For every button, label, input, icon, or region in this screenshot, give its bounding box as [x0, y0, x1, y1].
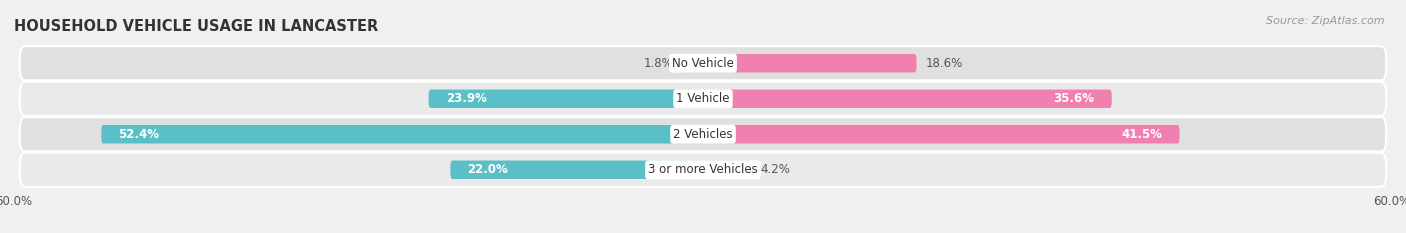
- FancyBboxPatch shape: [450, 161, 703, 179]
- FancyBboxPatch shape: [101, 125, 703, 144]
- FancyBboxPatch shape: [703, 89, 1112, 108]
- Text: 52.4%: 52.4%: [118, 128, 159, 141]
- Text: Source: ZipAtlas.com: Source: ZipAtlas.com: [1267, 16, 1385, 26]
- Text: 2 Vehicles: 2 Vehicles: [673, 128, 733, 141]
- FancyBboxPatch shape: [429, 89, 703, 108]
- FancyBboxPatch shape: [682, 54, 703, 72]
- FancyBboxPatch shape: [20, 117, 1386, 151]
- Text: 35.6%: 35.6%: [1053, 92, 1094, 105]
- Text: No Vehicle: No Vehicle: [672, 57, 734, 70]
- Text: 4.2%: 4.2%: [761, 163, 790, 176]
- Text: 3 or more Vehicles: 3 or more Vehicles: [648, 163, 758, 176]
- Text: 23.9%: 23.9%: [446, 92, 486, 105]
- FancyBboxPatch shape: [703, 54, 917, 72]
- FancyBboxPatch shape: [20, 82, 1386, 116]
- Text: 1.8%: 1.8%: [644, 57, 673, 70]
- Text: 41.5%: 41.5%: [1122, 128, 1163, 141]
- FancyBboxPatch shape: [20, 153, 1386, 187]
- FancyBboxPatch shape: [20, 46, 1386, 80]
- FancyBboxPatch shape: [703, 125, 1180, 144]
- Text: 22.0%: 22.0%: [468, 163, 509, 176]
- Text: 18.6%: 18.6%: [925, 57, 963, 70]
- FancyBboxPatch shape: [703, 161, 751, 179]
- Text: HOUSEHOLD VEHICLE USAGE IN LANCASTER: HOUSEHOLD VEHICLE USAGE IN LANCASTER: [14, 19, 378, 34]
- Text: 1 Vehicle: 1 Vehicle: [676, 92, 730, 105]
